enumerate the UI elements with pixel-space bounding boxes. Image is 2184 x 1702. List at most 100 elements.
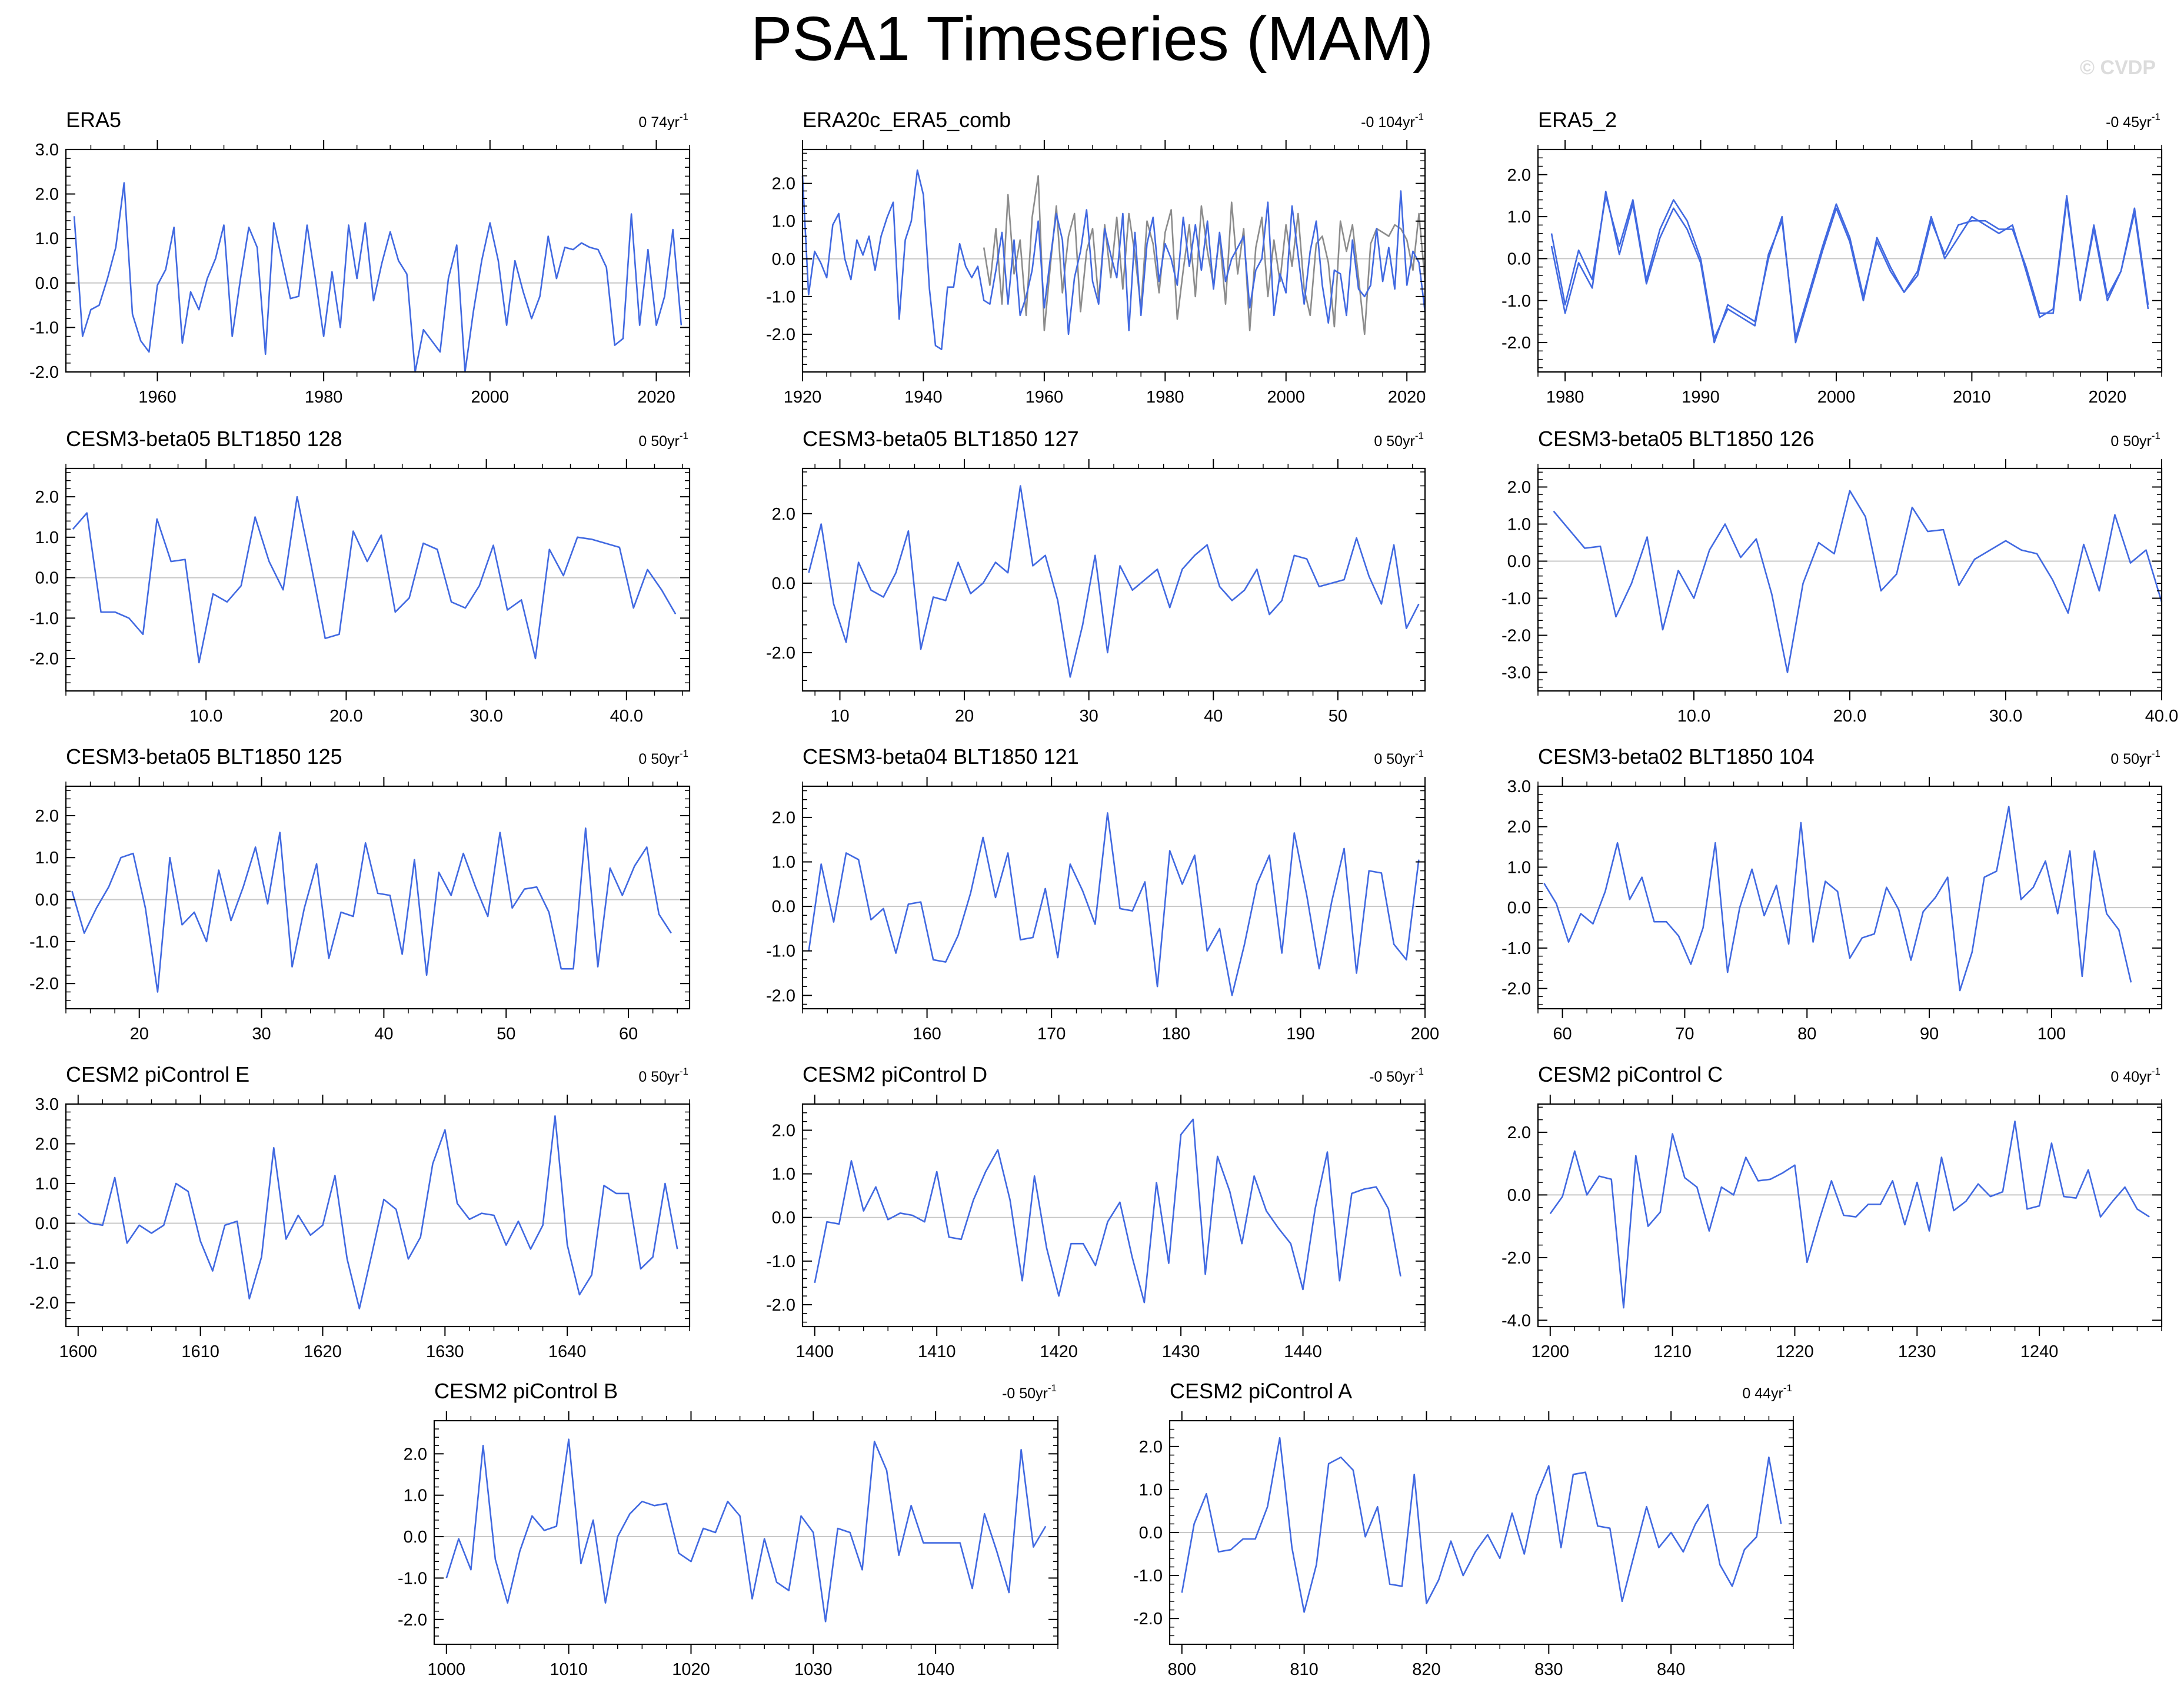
chart-panel: -3.0 -2.0 -1.0 0.0 1.0 2.0 10.0 20.0 30.0 40.0 CES…: [1502, 427, 2178, 726]
x-tick-label: 30: [252, 1025, 271, 1043]
y-tick-label: 2.0: [1507, 1123, 1531, 1142]
y-tick-label: 1.0: [772, 212, 795, 231]
series-line: [814, 1118, 1401, 1304]
trend-label: -0 50yr-1: [1002, 1382, 1057, 1402]
y-tick-label: -2.0: [1502, 334, 1531, 353]
y-tick-label: 2.0: [772, 1121, 795, 1140]
y-tick-label: 2.0: [404, 1445, 427, 1464]
series-line: [801, 169, 1426, 350]
x-tick-label: 10.0: [1677, 707, 1710, 726]
x-tick-label: 1440: [1284, 1342, 1322, 1361]
series-line: [1543, 806, 2132, 992]
trend-unit-exponent: -1: [1415, 430, 1424, 441]
x-tick-label: 1410: [918, 1342, 956, 1361]
trend-value: 0 50yr: [638, 751, 679, 767]
trend-label: 0 44yr-1: [1742, 1382, 1792, 1402]
y-tick-label: 0.0: [35, 1215, 59, 1234]
panel-title: ERA20c_ERA5_comb: [803, 108, 1011, 132]
y-tick-label: 0.0: [772, 897, 795, 916]
y-tick-label: 0.0: [35, 569, 59, 588]
panel-title: CESM2 piControl A: [1170, 1379, 1352, 1403]
y-tick-label: 2.0: [1507, 166, 1531, 185]
plot-frame: [801, 148, 1426, 373]
series-line: [71, 827, 672, 993]
x-tick-label: 30: [1080, 707, 1098, 726]
trend-label: 0 50yr-1: [638, 748, 688, 767]
x-tick-label: 30.0: [1989, 707, 2022, 726]
x-tick-label: 1230: [1898, 1342, 1936, 1361]
series-line: [808, 485, 1420, 678]
y-tick-label: 0.0: [1507, 1186, 1531, 1205]
x-tick-label: 70: [1675, 1025, 1694, 1043]
y-tick-label: 2.0: [772, 505, 795, 524]
series-line: [77, 1115, 678, 1309]
trend-label: 0 40yr-1: [2110, 1066, 2160, 1085]
y-tick-label: 2.0: [35, 1135, 59, 1154]
y-tick-label: -2.0: [1502, 1249, 1531, 1268]
plot-frame: [65, 467, 691, 692]
y-tick-label: -1.0: [766, 1252, 795, 1271]
x-tick-label: 10: [830, 707, 849, 726]
panel-title: CESM3-beta02 BLT1850 104: [1538, 744, 1815, 769]
x-tick-label: 1040: [917, 1660, 955, 1679]
y-tick-label: 2.0: [35, 488, 59, 507]
x-tick-label: 1920: [784, 388, 822, 407]
trend-value: 0 50yr: [2110, 751, 2151, 767]
y-tick-label: 0.0: [1507, 553, 1531, 571]
x-tick-label: 40: [374, 1025, 393, 1043]
x-tick-label: 2000: [1817, 388, 1856, 407]
y-tick-label: -1.0: [766, 288, 795, 307]
chart-panel: -2.0 -1.0 0.0 1.0 2.0 3.0 60 70 80 90 100 CESM3-bet…: [1502, 744, 2163, 1043]
cvdp-watermark: © CVDP: [2080, 56, 2156, 79]
x-tick-label: 10.0: [189, 707, 222, 726]
chart-panel: -2.0 -1.0 0.0 1.0 2.0 3.0 1960 1980 2000 2020 ERA5…: [29, 108, 691, 407]
y-tick-label: -4.0: [1502, 1311, 1531, 1330]
x-tick-label: 50: [1329, 707, 1347, 726]
y-tick-label: -2.0: [766, 1296, 795, 1315]
x-tick-label: 1990: [1682, 388, 1720, 407]
x-tick-label: 30.0: [470, 707, 502, 726]
trend-label: -0 45yr-1: [2106, 111, 2160, 131]
x-tick-label: 190: [1286, 1025, 1314, 1043]
panel-title: CESM3-beta05 BLT1850 127: [803, 427, 1079, 451]
y-tick-label: -2.0: [1502, 980, 1531, 999]
trend-label: 0 74yr-1: [638, 111, 688, 131]
y-tick-label: -1.0: [29, 1254, 59, 1273]
trend-value: -0 50yr: [1002, 1385, 1048, 1402]
panel-title: CESM3-beta04 BLT1850 121: [803, 744, 1079, 769]
y-tick-label: 0.0: [772, 1209, 795, 1228]
trend-unit-exponent: -1: [2152, 430, 2160, 441]
x-tick-label: 1620: [304, 1342, 342, 1361]
x-tick-label: 60: [1553, 1025, 1572, 1043]
x-tick-label: 1240: [2020, 1342, 2059, 1361]
trend-label: -0 50yr-1: [1369, 1066, 1424, 1085]
y-tick-label: 2.0: [1139, 1438, 1163, 1457]
chart-panel: -2.0 -1.0 0.0 1.0 2.0 1920 1940 1960 1980 2000 202…: [766, 108, 1426, 407]
trend-unit-exponent: -1: [680, 430, 688, 441]
x-tick-label: 2000: [471, 388, 510, 407]
y-tick-label: -2.0: [1502, 627, 1531, 646]
x-tick-label: 1610: [181, 1342, 219, 1361]
y-tick-label: -1.0: [29, 609, 59, 628]
x-tick-label: 1430: [1162, 1342, 1200, 1361]
y-tick-label: -2.0: [1133, 1610, 1163, 1628]
x-tick-label: 2020: [2089, 388, 2127, 407]
plot-frame: [433, 1420, 1059, 1646]
plot-frame: [65, 148, 691, 373]
x-tick-label: 1420: [1040, 1342, 1078, 1361]
panel-title: CESM3-beta05 BLT1850 126: [1538, 427, 1815, 451]
x-tick-label: 1630: [426, 1342, 464, 1361]
y-tick-label: 1.0: [35, 1175, 59, 1194]
panel-title: CESM3-beta05 BLT1850 128: [66, 427, 342, 451]
x-tick-label: 820: [1412, 1660, 1440, 1679]
x-tick-label: 1960: [138, 388, 177, 407]
y-tick-label: 0.0: [772, 250, 795, 269]
y-tick-label: -1.0: [1133, 1567, 1163, 1585]
x-tick-label: 1980: [1546, 388, 1584, 407]
trend-unit-exponent: -1: [1048, 1382, 1057, 1394]
y-tick-label: 0.0: [772, 574, 795, 593]
y-tick-label: -2.0: [766, 986, 795, 1005]
x-tick-label: 1010: [550, 1660, 588, 1679]
series-line: [73, 182, 682, 373]
y-tick-label: -1.0: [766, 942, 795, 961]
